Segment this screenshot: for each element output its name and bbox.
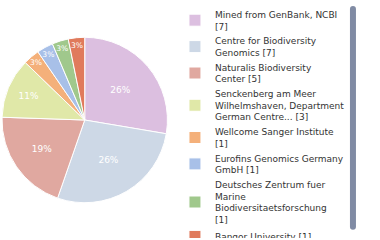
svg-text:26%: 26% bbox=[98, 155, 118, 165]
svg-text:Wellcome Sanger Institute[1]: Wellcome Sanger Institute[1] bbox=[215, 127, 334, 149]
svg-text:19%: 19% bbox=[32, 144, 52, 154]
svg-text:Bangor University [1]: Bangor University [1] bbox=[215, 232, 311, 238]
svg-text:Naturalis BiodiversityCenter [: Naturalis BiodiversityCenter [5] bbox=[215, 63, 312, 85]
svg-text:Centre for BiodiversityGenomic: Centre for BiodiversityGenomics [7] bbox=[215, 36, 317, 58]
svg-text:Eurofins Genomics GermanyGmbH: Eurofins Genomics GermanyGmbH [1] bbox=[215, 154, 344, 176]
svg-text:Senckenberg am MeerWilhelmshav: Senckenberg am MeerWilhelmshaven, Depart… bbox=[215, 89, 344, 122]
svg-text:11%: 11% bbox=[18, 91, 38, 101]
svg-text:3%: 3% bbox=[56, 44, 68, 53]
svg-text:Deutsches Zentrum fuerMarineBi: Deutsches Zentrum fuerMarineBiodiversita… bbox=[215, 180, 327, 225]
svg-text:26%: 26% bbox=[110, 85, 130, 95]
svg-text:3%: 3% bbox=[71, 41, 83, 50]
svg-text:Mined from GenBank, NCBI[7]: Mined from GenBank, NCBI[7] bbox=[215, 10, 337, 32]
svg-text:3%: 3% bbox=[30, 58, 42, 67]
svg-text:3%: 3% bbox=[42, 50, 54, 59]
